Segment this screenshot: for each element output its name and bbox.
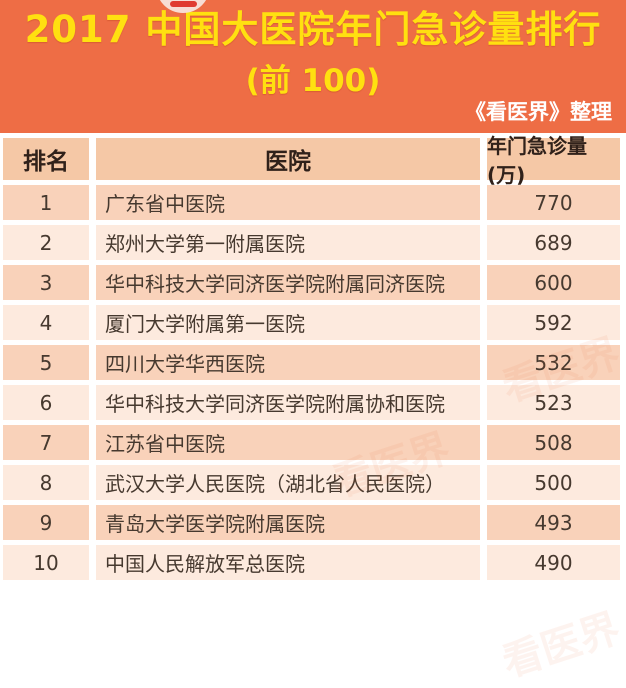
hospital-cell: 中国人民解放军总医院 — [96, 545, 480, 580]
hospital-cell: 广东省中医院 — [96, 185, 480, 220]
value-cell: 490 — [487, 545, 620, 580]
value-cell: 770 — [487, 185, 620, 220]
rank-cell: 4 — [3, 305, 89, 340]
rank-cell: 5 — [3, 345, 89, 380]
ranking-table: 排名 医院 年门急诊量(万) 1 广东省中医院 770 2 郑州大学第一附属医院… — [0, 133, 626, 686]
rank-cell: 9 — [3, 505, 89, 540]
rank-cell: 1 — [3, 185, 89, 220]
column-header-rank: 排名 — [3, 138, 89, 180]
hospital-cell: 四川大学华西医院 — [96, 345, 480, 380]
hospital-cell: 青岛大学医学院附属医院 — [96, 505, 480, 540]
hospital-cell: 武汉大学人民医院（湖北省人民医院） — [96, 465, 480, 500]
column-header-volume: 年门急诊量(万) — [487, 134, 620, 187]
cropped-logo-bar — [170, 1, 197, 7]
value-cell: 493 — [487, 505, 620, 540]
table-header-row: 排名 医院 年门急诊量(万) — [3, 134, 620, 187]
value-cell: 592 — [487, 305, 620, 340]
table-row: 6 华中科技大学同济医学院附属协和医院 523 — [3, 385, 620, 420]
table-row: 9 青岛大学医学院附属医院 493 — [3, 505, 620, 540]
rank-cell: 8 — [3, 465, 89, 500]
value-cell: 532 — [487, 345, 620, 380]
hospital-cell: 华中科技大学同济医学院附属协和医院 — [96, 385, 480, 420]
column-header-hospital: 医院 — [96, 138, 480, 180]
value-cell: 600 — [487, 265, 620, 300]
table-row: 5 四川大学华西医院 532 — [3, 345, 620, 380]
table-row: 1 广东省中医院 770 — [3, 185, 620, 220]
table-row: 3 华中科技大学同济医学院附属同济医院 600 — [3, 265, 620, 300]
rank-cell: 7 — [3, 425, 89, 460]
table-row: 7 江苏省中医院 508 — [3, 425, 620, 460]
table-row: 10 中国人民解放军总医院 490 — [3, 545, 620, 580]
table-row: 4 厦门大学附属第一医院 592 — [3, 305, 620, 340]
hospital-cell: 厦门大学附属第一医院 — [96, 305, 480, 340]
page-subtitle: (前 100) — [245, 62, 381, 99]
rank-cell: 6 — [3, 385, 89, 420]
value-cell: 500 — [487, 465, 620, 500]
rank-cell: 3 — [3, 265, 89, 300]
hospital-cell: 华中科技大学同济医学院附属同济医院 — [96, 265, 480, 300]
banner: 2017 中国大医院年门急诊量排行 (前 100) 《看医界》整理 — [0, 0, 626, 133]
value-cell: 689 — [487, 225, 620, 260]
rank-cell: 10 — [3, 545, 89, 580]
value-cell: 523 — [487, 385, 620, 420]
hospital-cell: 江苏省中医院 — [96, 425, 480, 460]
table-row: 8 武汉大学人民医院（湖北省人民医院） 500 — [3, 465, 620, 500]
page-title: 2017 中国大医院年门急诊量排行 — [24, 8, 602, 51]
watermark-text: 看医界 — [497, 605, 626, 687]
table-row: 2 郑州大学第一附属医院 689 — [3, 225, 620, 260]
rank-cell: 2 — [3, 225, 89, 260]
value-cell: 508 — [487, 425, 620, 460]
source-credit: 《看医界》整理 — [465, 100, 612, 124]
hospital-cell: 郑州大学第一附属医院 — [96, 225, 480, 260]
